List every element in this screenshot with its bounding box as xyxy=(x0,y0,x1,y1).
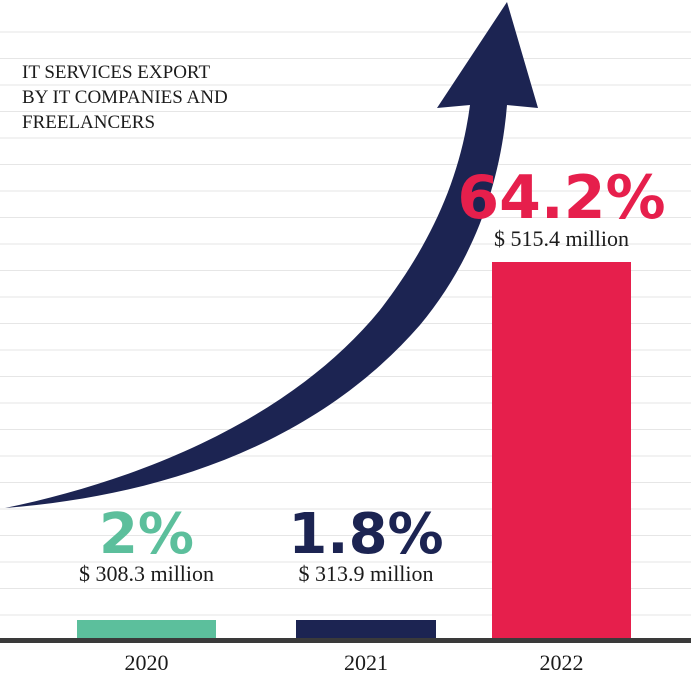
title-line-1: IT SERVICES EXPORT xyxy=(22,62,210,83)
bar-2021 xyxy=(296,620,436,640)
bar-2020 xyxy=(77,620,216,640)
x-axis-line xyxy=(0,638,691,643)
chart-title: IT SERVICES EXPORT BY IT COMPANIES AND F… xyxy=(22,62,228,133)
x-tick-2022: 2022 xyxy=(540,650,584,675)
growth-label-2021: 1.8% xyxy=(288,502,443,567)
x-tick-2020: 2020 xyxy=(125,650,169,675)
title-line-3: FREELANCERS xyxy=(22,112,155,133)
growth-arrow xyxy=(5,2,538,508)
value-label-2021: $ 313.9 million xyxy=(298,561,433,586)
x-axis-ticks: 2020 2021 2022 xyxy=(125,650,584,675)
value-label-2020: $ 308.3 million xyxy=(79,561,214,586)
growth-label-2022: 64.2% xyxy=(457,163,665,233)
bar-2022 xyxy=(492,262,631,640)
value-label-2022: $ 515.4 million xyxy=(494,226,629,251)
growth-label-2020: 2% xyxy=(99,502,194,567)
bars xyxy=(77,262,631,640)
title-line-2: BY IT COMPANIES AND xyxy=(22,87,228,108)
x-tick-2021: 2021 xyxy=(344,650,388,675)
bar-labels: 2%$ 308.3 million 1.8%$ 313.9 million 64.2… xyxy=(79,163,666,586)
